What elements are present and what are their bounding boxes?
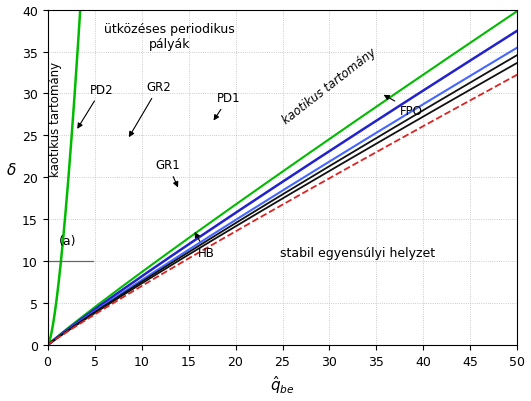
Text: GR1: GR1 — [156, 159, 181, 187]
Text: HB: HB — [195, 233, 215, 260]
Text: PD1: PD1 — [214, 92, 241, 120]
Text: PD2: PD2 — [78, 83, 114, 128]
Text: FPO: FPO — [384, 96, 423, 117]
Text: (a): (a) — [59, 234, 76, 247]
Text: GR2: GR2 — [130, 81, 171, 137]
Text: kaotikus tartomány: kaotikus tartomány — [49, 62, 62, 177]
Text: ütközéses periodikus
pályák: ütközéses periodikus pályák — [105, 23, 235, 51]
X-axis label: $\hat{q}_{be}$: $\hat{q}_{be}$ — [270, 374, 295, 395]
Y-axis label: $\delta$: $\delta$ — [5, 162, 16, 178]
Text: stabil egyensúlyi helyzet: stabil egyensúlyi helyzet — [280, 247, 435, 260]
Text: kaotikus tartomány: kaotikus tartomány — [280, 45, 379, 126]
